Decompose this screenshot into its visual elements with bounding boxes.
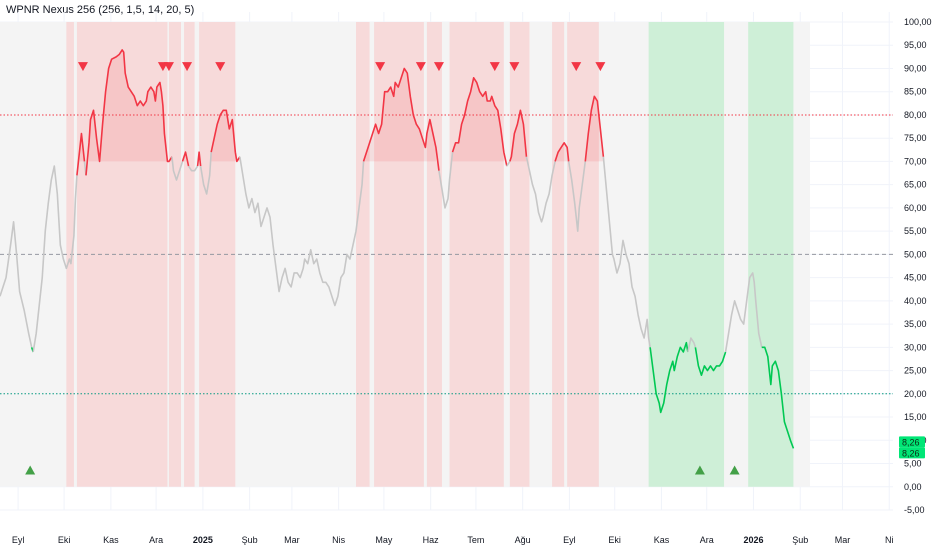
overbought-fill xyxy=(79,49,604,162)
series-line xyxy=(187,165,199,172)
series-line xyxy=(32,165,78,353)
indicator-title: WPNR Nexus 256 (256, 1,5, 14, 20, 5) xyxy=(6,4,195,16)
x-tick-label: Kas xyxy=(654,535,670,545)
series-line xyxy=(171,156,184,181)
sell-signal-marker xyxy=(375,62,386,72)
y-tick-label: 45,00 xyxy=(904,273,927,283)
x-tick-label: May xyxy=(375,535,393,545)
x-tick-label: Eyl xyxy=(563,535,576,545)
y-tick-label: 25,00 xyxy=(904,366,927,376)
series-line xyxy=(181,151,190,167)
buy-signal-marker xyxy=(694,465,705,475)
series-line xyxy=(196,151,202,167)
series-line xyxy=(584,95,605,162)
x-tick-label: Eki xyxy=(608,535,621,545)
last-value-badge-bg xyxy=(899,436,925,448)
y-tick-label: 80,00 xyxy=(904,110,927,120)
sell-signal-marker xyxy=(595,62,606,72)
y-tick-label: 30,00 xyxy=(904,342,927,352)
last-value-label: 8,26 xyxy=(902,437,920,447)
series-line xyxy=(649,341,689,414)
y-tick-label: 65,00 xyxy=(904,180,927,190)
x-tick-label: Haz xyxy=(423,535,440,545)
sell-signal-marker xyxy=(215,62,226,72)
y-tick-label: 60,00 xyxy=(904,203,927,213)
x-tick-label: Eki xyxy=(58,535,71,545)
x-tick-label: Mar xyxy=(835,535,851,545)
sell-signal-marker xyxy=(489,62,500,72)
last-value-badge: 8,26 xyxy=(899,436,925,448)
series-line xyxy=(761,346,795,449)
y-tick-label: 35,00 xyxy=(904,319,927,329)
y-tick-label: 55,00 xyxy=(904,226,927,236)
series-line xyxy=(210,109,241,163)
series-line xyxy=(239,156,365,307)
y-tick-label: 5,00 xyxy=(904,459,922,469)
x-tick-label: Ara xyxy=(149,535,163,545)
sell-signal-marker xyxy=(571,62,582,72)
x-tick-label: Tem xyxy=(467,535,484,545)
y-tick-label: 40,00 xyxy=(904,296,927,306)
series-line xyxy=(438,152,454,209)
y-tick-label: 70,00 xyxy=(904,156,927,166)
sell-signal-marker xyxy=(77,62,88,72)
series-line xyxy=(509,109,528,162)
sell-signal-marker xyxy=(509,62,520,72)
x-tick-label: Ağu xyxy=(515,535,531,545)
y-tick-label: 15,00 xyxy=(904,412,927,422)
signal-band-red xyxy=(355,22,370,487)
series-line xyxy=(85,49,173,176)
series-line xyxy=(525,156,556,223)
sell-signal-marker xyxy=(163,62,174,72)
y-tick-label: 75,00 xyxy=(904,133,927,143)
x-tick-label: 2025 xyxy=(193,535,213,545)
series-line xyxy=(694,347,727,377)
last-value-label: 8,26 xyxy=(902,448,920,458)
y-tick-label: 100,00 xyxy=(904,17,932,27)
series-line xyxy=(76,132,86,176)
last-value-badge-bg xyxy=(899,447,925,459)
series-line xyxy=(199,152,212,195)
x-tick-label: Eyl xyxy=(12,535,25,545)
y-tick-label: 95,00 xyxy=(904,40,927,50)
x-tick-label: Şub xyxy=(792,535,808,545)
sell-signal-marker xyxy=(433,62,444,72)
series-line xyxy=(506,160,511,167)
x-tick-label: Ara xyxy=(700,535,714,545)
x-tick-label: Şub xyxy=(242,535,258,545)
series-line xyxy=(687,337,697,353)
y-tick-label: 85,00 xyxy=(904,87,927,97)
series-line xyxy=(451,76,508,167)
signal-band-red xyxy=(552,22,565,487)
series-line xyxy=(362,67,440,171)
x-tick-label: Mar xyxy=(284,535,300,545)
sell-signal-marker xyxy=(415,62,426,72)
y-tick-label: 90,00 xyxy=(904,63,927,73)
series-line xyxy=(554,142,570,162)
x-tick-label: Ni xyxy=(885,535,894,545)
series-line xyxy=(0,221,33,348)
series-line xyxy=(602,156,651,348)
buy-signal-marker xyxy=(25,465,36,475)
series-line xyxy=(724,272,763,353)
x-tick-label: 2026 xyxy=(743,535,763,545)
y-tick-label: 0,00 xyxy=(904,482,922,492)
last-value-badge: 8,26 xyxy=(899,447,925,459)
x-tick-label: Nis xyxy=(332,535,345,545)
y-tick-label: 50,00 xyxy=(904,249,927,259)
y-tick-label: -5,00 xyxy=(904,505,925,515)
sell-signal-marker xyxy=(182,62,193,72)
series-line xyxy=(567,161,587,232)
y-tick-label: 20,00 xyxy=(904,389,927,399)
signal-band-red xyxy=(168,22,182,487)
x-tick-label: Kas xyxy=(103,535,119,545)
buy-signal-marker xyxy=(729,465,740,475)
